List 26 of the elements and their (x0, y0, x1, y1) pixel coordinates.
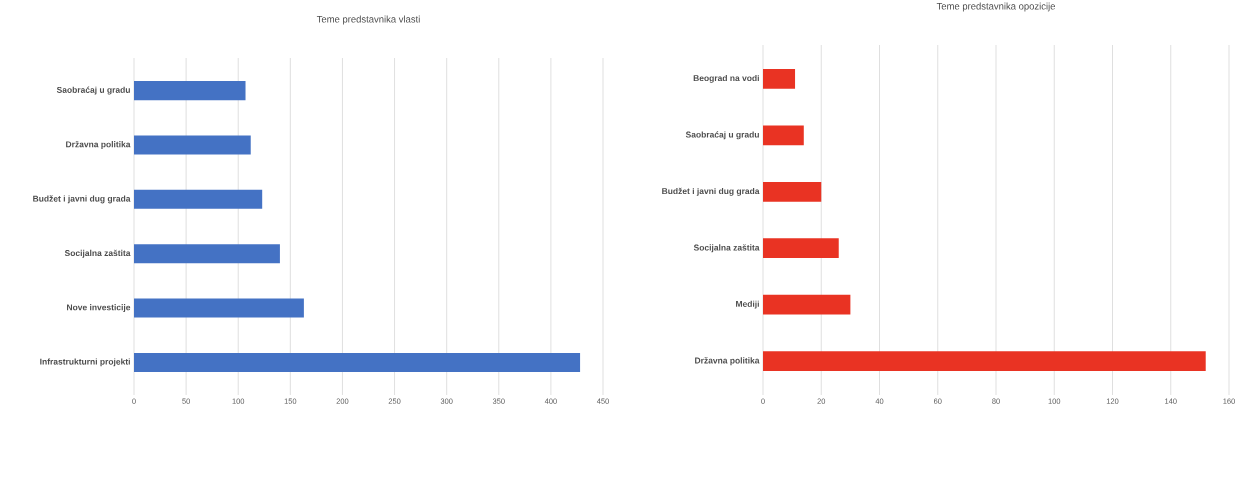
bar (763, 294, 851, 315)
bar (134, 352, 581, 372)
bar (134, 298, 304, 318)
y-tick-label: Saobraćaj u gradu (685, 131, 759, 140)
y-tick-label: Socijalna zaštita (693, 244, 760, 253)
bar (763, 68, 796, 89)
chart-title: Teme predstavnika vlasti (316, 15, 420, 25)
bar (134, 189, 263, 209)
y-tick-label: Budžet i javni dug grada (33, 195, 131, 204)
y-tick-label: Mediji (736, 300, 759, 309)
y-tick-label: Socijalna zaštita (64, 249, 131, 258)
bar (763, 181, 822, 202)
y-tick-label: Budžet i javni dug grada (662, 187, 760, 196)
y-tick-label: Državna politika (66, 140, 131, 149)
bar (763, 125, 804, 146)
bar (134, 81, 246, 101)
y-tick-label: Infrastrukturni projekti (40, 358, 130, 367)
bar (763, 238, 839, 259)
y-tick-label: Državna politika (695, 357, 760, 366)
bar (134, 135, 251, 155)
chart-title: Teme predstavnika opozicije (936, 2, 1056, 12)
y-tick-label: Nove investicije (67, 304, 131, 312)
bar (134, 244, 280, 264)
y-tick-label: Saobraćaj u gradu (56, 86, 130, 95)
bar (763, 351, 1206, 371)
y-tick-label: Beograd na vodi (693, 74, 759, 83)
